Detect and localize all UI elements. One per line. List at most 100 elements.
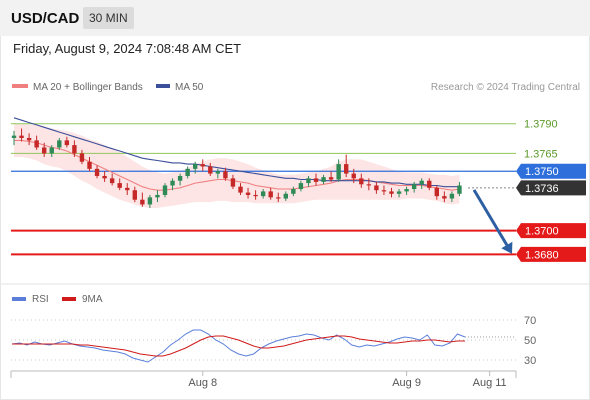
candle-body [79, 153, 85, 162]
candle-body [125, 187, 130, 191]
candle-body [344, 164, 349, 174]
candle-body [230, 178, 236, 187]
candle-body [396, 191, 402, 194]
candle-body [223, 171, 228, 179]
ma20-legend-swatch [12, 84, 28, 88]
ma50-legend-swatch [156, 84, 170, 88]
resistance-price-label: 1.3790 [524, 119, 558, 131]
rsi-tick-label: 50 [524, 335, 536, 347]
candle-body [457, 185, 462, 194]
candle-body [117, 183, 122, 188]
candle-body [34, 140, 39, 148]
bollinger-bands [14, 123, 460, 208]
last-price-tag [516, 180, 586, 196]
candle-body [170, 180, 175, 186]
projection-arrow [472, 189, 513, 254]
candle-body [11, 135, 17, 138]
rsi-lines [11, 329, 516, 363]
candle-body [427, 180, 432, 188]
last-price-label: 1.3736 [525, 183, 559, 195]
candle-body [162, 185, 168, 195]
candle-body [306, 178, 311, 184]
candle-body [72, 145, 77, 154]
candle-body [351, 173, 356, 179]
candle-body [245, 192, 251, 195]
candle-body [359, 178, 364, 185]
symbol-title: USD/CAD [11, 10, 80, 27]
ma50-legend-label: MA 50 [175, 82, 204, 93]
candle-body [313, 178, 319, 182]
candle-body [185, 168, 190, 176]
candlesticks [11, 128, 462, 209]
ma9-legend-label: 9MA [82, 294, 103, 305]
x-axis-ticks: Aug 8 Aug 9 Aug 11 [188, 371, 507, 389]
candle-body [42, 147, 47, 154]
moving-averages [13, 117, 460, 191]
timestamp: Friday, August 9, 2024 7:08:48 AM CET [13, 41, 242, 56]
candle-body [94, 168, 100, 176]
support-price-label: 1.3680 [525, 249, 559, 261]
candle-body [374, 185, 379, 191]
projection-arrow-shaft [472, 189, 512, 252]
rsi-tick-label: 70 [524, 315, 536, 327]
candle-body [381, 190, 387, 192]
rsi-line [11, 329, 466, 363]
rsi-ma9-line [12, 335, 465, 357]
rsi-tick-label: 30 [524, 355, 536, 367]
candle-body [109, 178, 115, 184]
candle-body [366, 184, 372, 186]
candle-body [328, 177, 334, 180]
candle-body [238, 186, 243, 193]
candle-body [283, 193, 288, 199]
candle-body [268, 191, 273, 198]
candle-body [193, 164, 198, 169]
candle-body [87, 161, 92, 169]
candle-body [57, 140, 62, 148]
candle-body [321, 177, 326, 182]
candle-body [147, 197, 153, 205]
candle-body [208, 166, 213, 174]
support-price-tag [516, 246, 586, 262]
candle-body [64, 140, 70, 146]
candle-body [155, 194, 160, 198]
ma9-legend-swatch [62, 297, 76, 301]
candle-body [26, 137, 32, 141]
copyright-note: Research © 2024 Trading Central [431, 82, 580, 93]
bollinger-band-area [14, 123, 460, 208]
candle-body [419, 180, 424, 185]
price-tags: 1.3790 1.3765 1.3750 1.3736 1.3700 1.3680 [516, 119, 586, 262]
header-bar: USD/CAD 30 MIN [0, 0, 590, 36]
x-axis-tick-label: Aug 8 [188, 377, 217, 389]
candle-body [449, 193, 455, 199]
candle-body [434, 187, 439, 197]
candle-body [291, 189, 296, 194]
candle-body [49, 147, 54, 154]
timeframe-badge[interactable]: 30 MIN [83, 7, 134, 29]
projection-arrow-head [501, 241, 513, 254]
candle-body [140, 199, 145, 205]
current-price-tag [516, 163, 586, 179]
x-axis-tick-label: Aug 11 [473, 377, 507, 389]
candle-body [298, 183, 304, 190]
ma20-legend-label: MA 20 + Bollinger Bands [33, 82, 143, 93]
candle-body [389, 191, 394, 194]
current-price-label: 1.3750 [525, 166, 559, 178]
candle-body [177, 175, 183, 181]
rsi-legend-swatch [12, 297, 26, 301]
rsi-legend-label: RSI [32, 294, 49, 305]
candle-body [19, 135, 24, 138]
x-axis-tick-label: Aug 9 [392, 377, 421, 389]
candle-body [200, 164, 205, 167]
candle-body [336, 164, 341, 180]
candle-body [215, 171, 221, 174]
candle-body [276, 197, 281, 199]
ma50-line [13, 117, 460, 188]
support-price-tag [516, 223, 586, 239]
candle-body [260, 191, 266, 197]
candle-body [102, 175, 107, 179]
candle-body [404, 189, 409, 192]
ma20-line [14, 139, 460, 191]
resistance-price-label: 1.3765 [524, 148, 558, 160]
support-price-label: 1.3700 [525, 226, 559, 238]
